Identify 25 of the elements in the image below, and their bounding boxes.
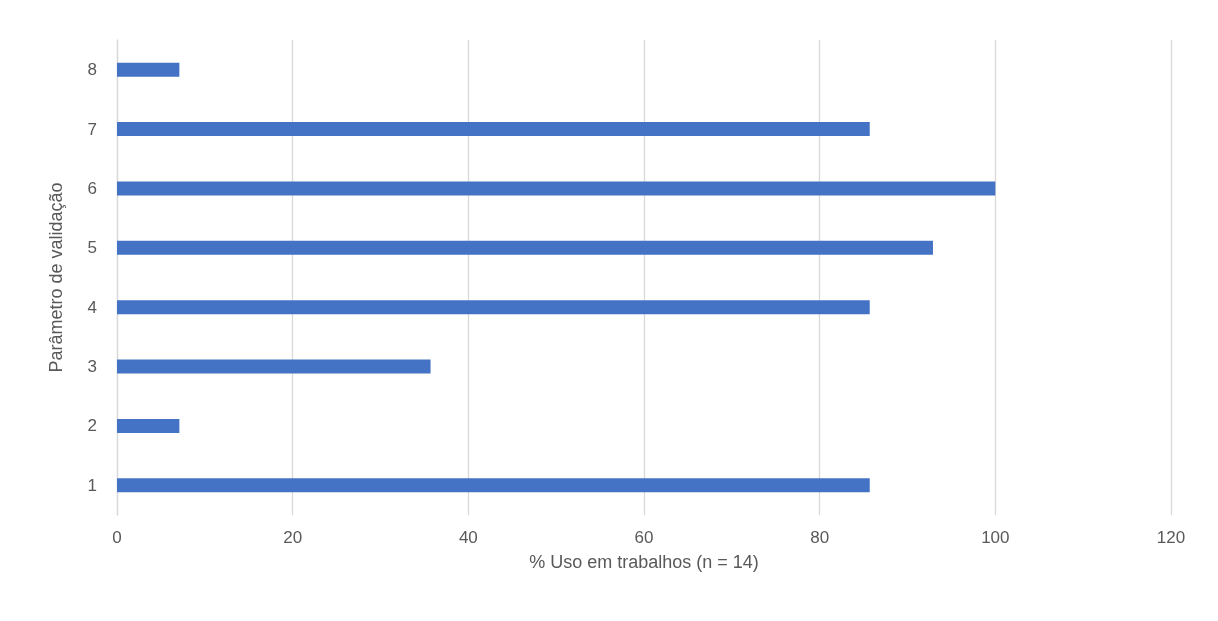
x-tick-label: 20	[283, 528, 303, 547]
x-tick-label: 40	[458, 528, 478, 547]
bar	[117, 478, 870, 493]
y-tick-label: 5	[87, 238, 97, 258]
x-tick-label: 100	[981, 528, 1010, 547]
bar	[117, 62, 180, 77]
y-tick-label: 3	[87, 357, 97, 377]
x-tick-label: 80	[810, 528, 830, 547]
y-tick-label: 8	[87, 60, 97, 80]
y-tick-label: 6	[87, 178, 97, 198]
y-tick-label: 4	[87, 297, 97, 317]
y-axis-title: Parâmetro de validação	[46, 182, 66, 373]
bar	[117, 418, 180, 433]
bar	[117, 181, 996, 196]
y-tick-label: 1	[87, 475, 97, 495]
bar	[117, 300, 870, 315]
y-tick-label: 2	[87, 416, 97, 436]
bar	[117, 240, 933, 255]
bar	[117, 359, 431, 374]
bar	[117, 122, 870, 137]
x-tick-label: 60	[634, 528, 654, 547]
x-axis-title: % Uso em trabalhos (n = 14)	[529, 552, 759, 572]
y-tick-label: 7	[87, 119, 97, 139]
x-tick-label: 120	[1156, 528, 1186, 547]
x-tick-label: 0	[112, 528, 122, 547]
